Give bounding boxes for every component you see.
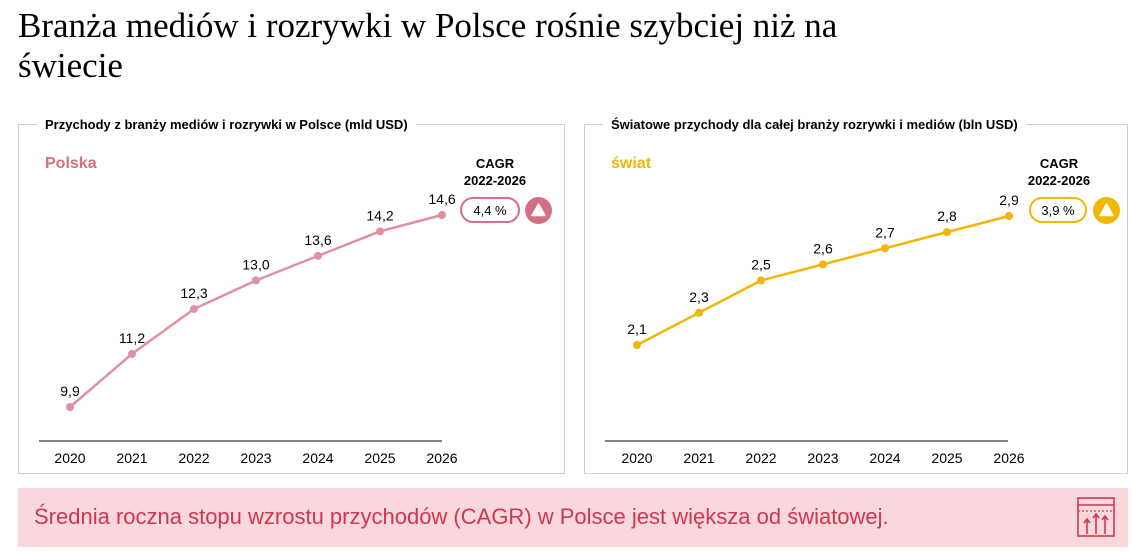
x-tick-label-2026: 2026 bbox=[993, 450, 1024, 466]
line-chart-polska: 9,9 2020 11,2 2021 12,3 2022 13,0 2023 13,6 2024 1… bbox=[39, 191, 458, 466]
cagr-title-polska: CAGR bbox=[475, 156, 515, 171]
data-label-2020: 9,9 bbox=[60, 383, 80, 399]
x-tick-label-2020: 2020 bbox=[54, 450, 85, 466]
x-tick-label-2024: 2024 bbox=[302, 450, 333, 466]
chart-panel-polska: Przychody z branży mediów i rozrywki w P… bbox=[18, 116, 565, 474]
data-label-2024: 13,6 bbox=[304, 232, 331, 248]
data-point-2023 bbox=[252, 276, 260, 285]
data-point-2021 bbox=[695, 308, 703, 317]
data-label-2023: 13,0 bbox=[242, 256, 269, 272]
chart-panel-swiat: Światowe przychody dla całej branży rozr… bbox=[584, 116, 1128, 474]
data-point-2025 bbox=[943, 228, 951, 237]
series-line-1 bbox=[636, 214, 1010, 347]
data-point-2024 bbox=[314, 251, 322, 260]
x-tick-label-2020: 2020 bbox=[621, 450, 652, 466]
chart-title-polska: Przychody z branży mediów i rozrywki w P… bbox=[37, 116, 416, 134]
series-label-swiat: świat bbox=[611, 155, 652, 172]
chart-title-swiat: Światowe przychody dla całej branży rozr… bbox=[603, 116, 1026, 134]
data-label-2020: 2,1 bbox=[627, 321, 647, 337]
data-label-2024: 2,7 bbox=[875, 224, 895, 240]
data-label-2025: 2,8 bbox=[937, 208, 957, 224]
triangle-up-icon bbox=[525, 197, 552, 224]
cagr-title-swiat: CAGR bbox=[1039, 156, 1079, 171]
data-point-2020 bbox=[66, 403, 74, 411]
data-label-2023: 2,6 bbox=[813, 240, 833, 256]
cagr-value-swiat: 3,9 % bbox=[1029, 197, 1087, 223]
summary-callout-text: Średnia roczna stopu wzrostu przychodów … bbox=[34, 504, 889, 529]
page-title: Branża mediów i rozrywki w Polsce rośnie… bbox=[18, 6, 918, 86]
data-point-2025 bbox=[376, 227, 384, 236]
cagr-heading-polska: CAGR 2022-2026 bbox=[455, 155, 535, 189]
x-tick-label-2024: 2024 bbox=[869, 450, 900, 466]
x-tick-label-2025: 2025 bbox=[364, 450, 395, 466]
cagr-value-polska: 4,4 % bbox=[460, 197, 520, 223]
data-label-2022: 12,3 bbox=[180, 285, 207, 301]
x-tick-label-2021: 2021 bbox=[683, 450, 714, 466]
summary-callout: Średnia roczna stopu wzrostu przychodów … bbox=[18, 488, 1128, 547]
cagr-period-swiat: 2022-2026 bbox=[1027, 173, 1091, 188]
data-point-2024 bbox=[881, 244, 889, 253]
data-label-2026: 2,9 bbox=[999, 192, 1019, 208]
data-point-2020 bbox=[633, 341, 641, 349]
data-point-2023 bbox=[819, 260, 827, 269]
x-tick-label-2023: 2023 bbox=[807, 450, 838, 466]
data-point-2022 bbox=[190, 304, 198, 313]
x-tick-label-2022: 2022 bbox=[745, 450, 776, 466]
data-label-2026: 14,6 bbox=[428, 191, 455, 207]
triangle-up-icon bbox=[1093, 197, 1120, 224]
series-line-0 bbox=[69, 213, 443, 408]
x-tick-label-2021: 2021 bbox=[116, 450, 147, 466]
growth-chart-icon bbox=[1076, 496, 1116, 543]
data-label-2021: 11,2 bbox=[119, 330, 145, 346]
data-point-2021 bbox=[128, 349, 136, 358]
data-label-2025: 14,2 bbox=[366, 207, 393, 223]
x-tick-label-2026: 2026 bbox=[426, 450, 457, 466]
data-point-2022 bbox=[757, 276, 765, 285]
series-label-polska: Polska bbox=[45, 155, 97, 172]
line-chart-swiat: 2,1 2020 2,3 2021 2,5 2022 2,6 2023 2,7 2024 2,8 20… bbox=[605, 192, 1025, 466]
page-title-text: Branża mediów i rozrywki w Polsce rośnie… bbox=[18, 6, 838, 85]
cagr-heading-swiat: CAGR 2022-2026 bbox=[1019, 155, 1099, 189]
data-point-2026 bbox=[438, 211, 446, 219]
x-tick-label-2025: 2025 bbox=[931, 450, 962, 466]
data-label-2022: 2,5 bbox=[751, 257, 771, 273]
x-tick-label-2022: 2022 bbox=[178, 450, 209, 466]
data-label-2021: 2,3 bbox=[689, 289, 709, 305]
cagr-period-polska: 2022-2026 bbox=[463, 173, 527, 188]
data-point-2026 bbox=[1005, 212, 1013, 220]
x-tick-label-2023: 2023 bbox=[240, 450, 271, 466]
